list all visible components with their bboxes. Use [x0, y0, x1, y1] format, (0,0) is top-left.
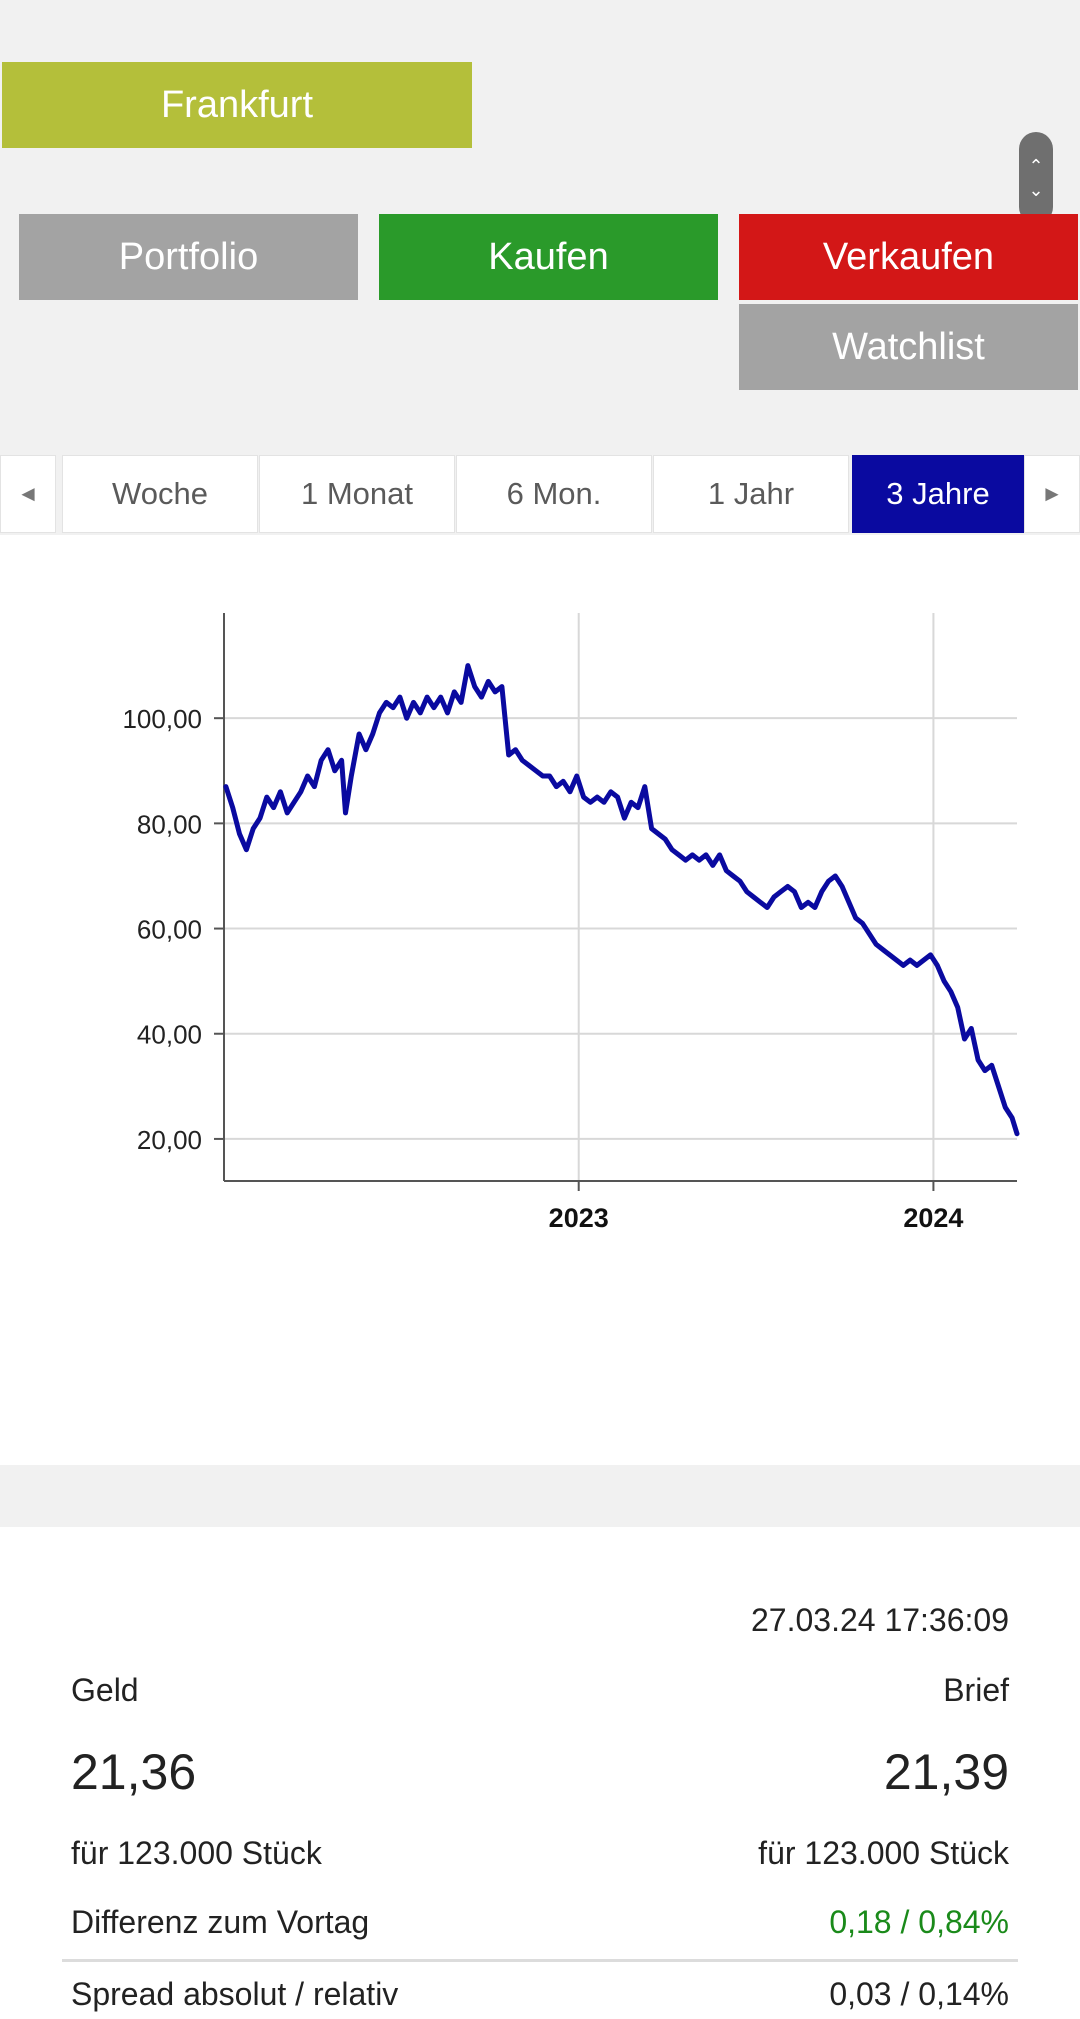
x-tick-label: 2023	[549, 1203, 609, 1233]
chevron-down-icon: ⌄	[1028, 180, 1044, 200]
tabs-next-arrow-icon[interactable]: ►	[1024, 455, 1080, 533]
spread-value: 0,03 / 0,14%	[829, 1976, 1009, 2012]
tab-6-months[interactable]: 6 Mon.	[456, 455, 652, 533]
bid-size: für 123.000 Stück	[71, 1835, 322, 1871]
diff-value: 0,18 / 0,84%	[829, 1904, 1009, 1940]
ask-size: für 123.000 Stück	[758, 1835, 1009, 1871]
scroll-handle[interactable]: ⌃ ⌄	[1019, 132, 1053, 224]
ask-price: 21,39	[883, 1744, 1009, 1800]
y-tick-label: 20,00	[137, 1125, 202, 1155]
price-series-line	[223, 663, 1020, 1137]
quote-panel	[0, 1527, 1080, 2019]
spread-label: Spread absolut / relativ	[71, 1976, 399, 2012]
ask-label: Brief	[943, 1672, 1009, 1708]
price-chart: 20,00 40,00 60,00 80,00 100,00 2023 2024	[0, 535, 1080, 1465]
y-tick-label: 80,00	[137, 809, 202, 839]
y-tick-label: 60,00	[137, 915, 202, 945]
quote-divider	[62, 1959, 1018, 1962]
tab-1-year[interactable]: 1 Jahr	[653, 455, 849, 533]
sell-button[interactable]: Verkaufen	[739, 214, 1078, 300]
bid-label: Geld	[71, 1672, 139, 1708]
tab-week[interactable]: Woche	[62, 455, 258, 533]
section-separator	[0, 1465, 1080, 1527]
range-tabbar: ◄ Woche 1 Monat 6 Mon. 1 Jahr 3 Jahre ►	[0, 455, 1080, 535]
y-tick-label: 100,00	[122, 704, 202, 734]
tab-3-years[interactable]: 3 Jahre	[852, 455, 1024, 533]
buy-button[interactable]: Kaufen	[379, 214, 718, 300]
x-tick-label: 2024	[903, 1203, 963, 1233]
chevron-up-icon: ⌃	[1028, 156, 1044, 176]
watchlist-button[interactable]: Watchlist	[739, 304, 1078, 390]
diff-label: Differenz zum Vortag	[71, 1904, 370, 1940]
tabs-prev-arrow-icon[interactable]: ◄	[0, 455, 56, 533]
quote-timestamp: 27.03.24 17:36:09	[750, 1602, 1009, 1638]
bid-price: 21,36	[71, 1744, 197, 1800]
portfolio-button[interactable]: Portfolio	[19, 214, 358, 300]
y-tick-label: 40,00	[137, 1020, 202, 1050]
exchange-button[interactable]: Frankfurt	[2, 62, 472, 148]
tab-1-month[interactable]: 1 Monat	[259, 455, 455, 533]
action-area: Frankfurt ⌃ ⌄ Portfolio Kaufen Verkaufen…	[0, 0, 1080, 455]
price-chart-svg: 20,00 40,00 60,00 80,00 100,00 2023 2024	[122, 613, 1020, 1233]
